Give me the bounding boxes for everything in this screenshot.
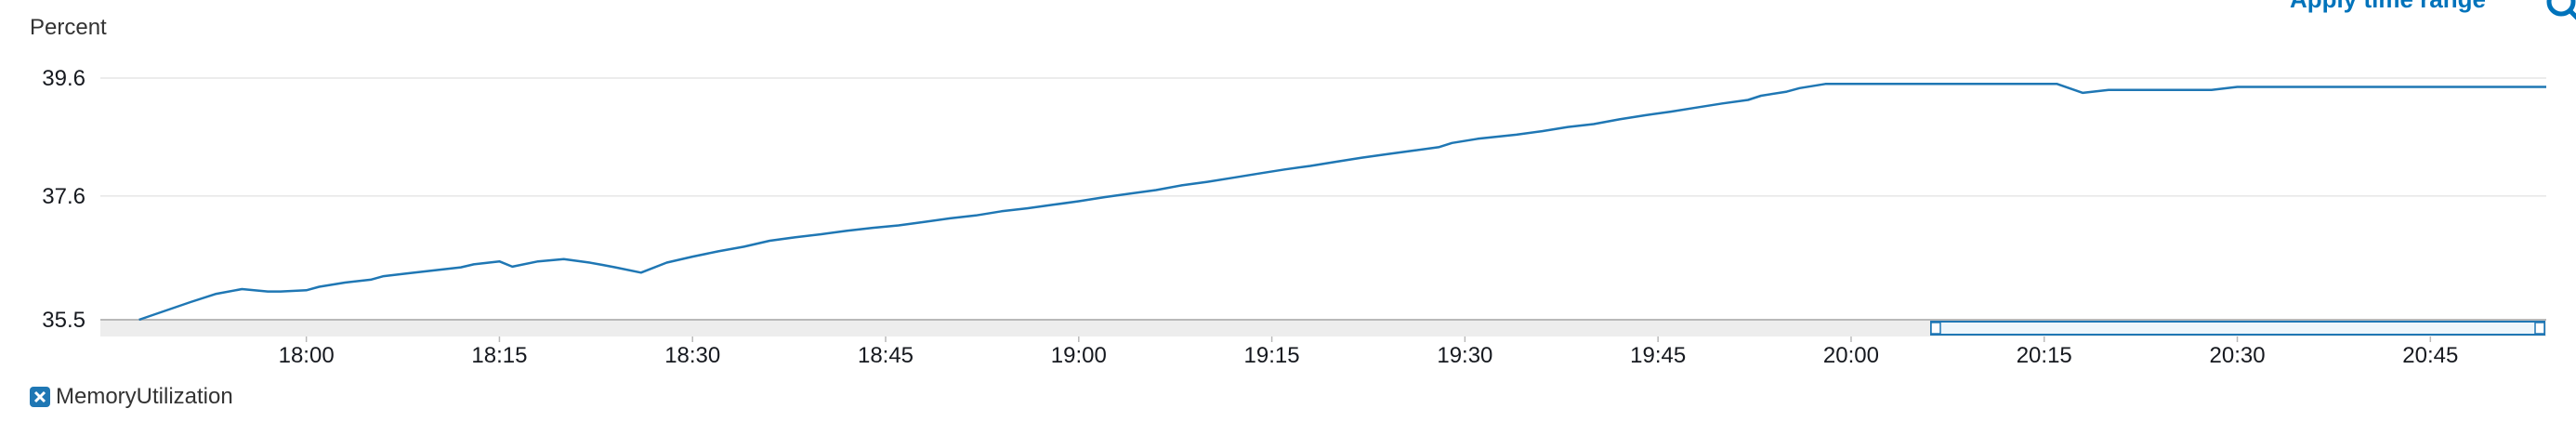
- y-tick-label: 37.6: [42, 184, 85, 209]
- y-axis-unit-label: Percent: [30, 15, 107, 40]
- x-tick-label: 19:45: [1630, 343, 1686, 368]
- x-tick-label: 18:45: [858, 343, 913, 368]
- x-tick-label: 20:45: [2402, 343, 2458, 368]
- time-range-brush[interactable]: [1930, 321, 2545, 336]
- brush-right-handle[interactable]: [2534, 322, 2545, 335]
- legend-item-memory-utilization[interactable]: MemoryUtilization: [30, 384, 233, 410]
- y-axis-ticks: 35.5 37.6 39.6: [42, 66, 85, 333]
- apply-time-range-link[interactable]: Apply time range: [2290, 0, 2486, 14]
- x-tick-label: 19:30: [1437, 343, 1492, 368]
- series-line-memory-utilization: [138, 83, 2546, 322]
- legend-label: MemoryUtilization: [56, 384, 233, 409]
- x-tick-label: 20:30: [2210, 343, 2266, 368]
- brush-left-handle[interactable]: [1930, 322, 1941, 335]
- series-layer: [138, 83, 2546, 322]
- y-tick-label: 39.6: [42, 66, 85, 91]
- magnifier-icon[interactable]: [2543, 0, 2576, 24]
- y-tick-label: 35.5: [42, 308, 85, 333]
- x-tick-label: 18:15: [471, 343, 527, 368]
- x-tick-label: 18:00: [279, 343, 335, 368]
- x-tick-label: 20:00: [1823, 343, 1879, 368]
- x-tick-label: 19:15: [1244, 343, 1300, 368]
- chart-grid: [100, 77, 2546, 197]
- x-axis-ticks: 18:00 18:15 18:30 18:45 19:00 19:15 19:30 19:45…: [279, 336, 2458, 368]
- x-tick-label: 18:30: [664, 343, 720, 368]
- x-tick-label: 19:00: [1051, 343, 1107, 368]
- x-tick-label: 20:15: [2017, 343, 2072, 368]
- close-x-icon[interactable]: [30, 387, 50, 407]
